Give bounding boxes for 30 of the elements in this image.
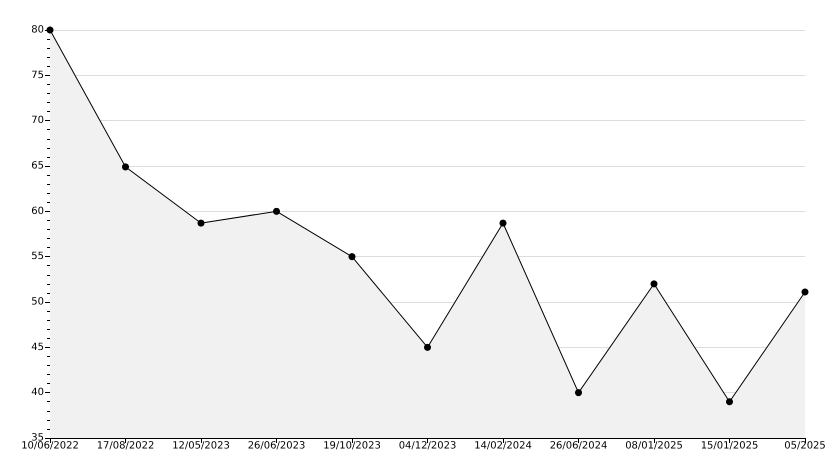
point	[802, 288, 808, 296]
y-tick-label: 45	[31, 342, 44, 353]
y-tick-label: 55	[31, 251, 44, 262]
point	[348, 253, 356, 260]
point	[122, 163, 129, 170]
y-tick-label: 80	[31, 24, 44, 36]
x-tick-label: 05/2025	[784, 440, 826, 452]
point	[424, 344, 431, 351]
point	[500, 220, 506, 227]
point	[198, 220, 204, 227]
point	[650, 280, 658, 288]
y-tick-label: 70	[31, 115, 44, 126]
x-tick-label: 15/01/2025	[700, 440, 758, 452]
x-tick-label: 17/08/2022	[96, 440, 154, 452]
point	[575, 389, 582, 396]
x-tick-label: 14/02/2024	[474, 440, 532, 452]
x-tick-label: 08/01/2025	[625, 440, 683, 452]
point	[726, 398, 733, 406]
y-tick-label: 75	[31, 70, 44, 81]
y-tick-label: 50	[31, 296, 44, 308]
x-tick-label: 26/06/2024	[550, 440, 608, 452]
x-tick-label: 19/10/2023	[323, 440, 381, 452]
y-tick-label: 65	[31, 160, 44, 172]
x-tick-label: 26/06/2023	[248, 440, 306, 452]
y-tick-label: 40	[31, 387, 44, 398]
point	[273, 208, 280, 215]
x-tick-label: 12/05/2023	[172, 440, 230, 452]
x-tick-label: 10/06/2022	[21, 440, 79, 452]
x-tick-label: 04/12/2023	[398, 440, 456, 452]
y-tick-label: 60	[31, 206, 44, 217]
